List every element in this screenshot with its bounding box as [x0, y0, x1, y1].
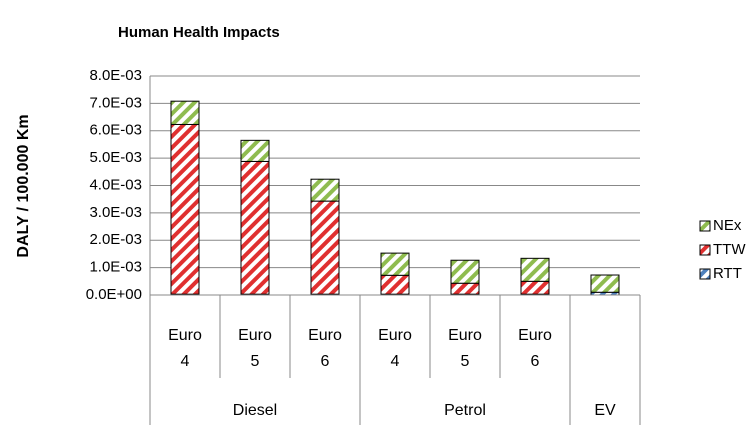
bar-segment: [520, 280, 550, 295]
y-tick-label: 7.0E-03: [89, 94, 142, 111]
x-tick-label: Euro 4: [168, 327, 202, 370]
bar-segment: [170, 123, 200, 295]
x-tick-label: Euro 6: [518, 327, 552, 370]
group-label: EV: [594, 402, 616, 419]
y-tick-label: 3.0E-03: [89, 204, 142, 221]
x-tick-label: Euro 5: [238, 327, 272, 370]
y-axis-title: DALY / 100.000 Km: [15, 114, 32, 257]
legend-swatch: [699, 220, 711, 232]
bar-segment: [170, 100, 200, 125]
legend-swatch: [699, 244, 711, 256]
x-tick-label: Euro 4: [378, 327, 412, 370]
y-tick-label: 0.0E+00: [86, 286, 142, 303]
bar-segment: [520, 257, 550, 282]
bar-segment: [380, 274, 410, 295]
legend-label: RTT: [713, 265, 742, 282]
y-tick-label: 8.0E-03: [89, 67, 142, 84]
group-label: Diesel: [233, 402, 277, 419]
group-label: Petrol: [444, 402, 486, 419]
y-tick-label: 4.0E-03: [89, 176, 142, 193]
bar-segment: [450, 282, 480, 295]
y-tick-label: 5.0E-03: [89, 149, 142, 166]
legend-label: NEx: [713, 217, 742, 234]
y-tick-label: 2.0E-03: [89, 231, 142, 248]
bar-segment: [310, 178, 340, 202]
y-tick-label: 1.0E-03: [89, 259, 142, 276]
bar-segment: [590, 274, 620, 293]
legend-label: TTW: [713, 241, 746, 258]
x-tick-label: Euro 6: [308, 327, 342, 370]
bar-segment: [240, 139, 270, 162]
x-tick-label: Euro 5: [448, 327, 482, 370]
legend-swatch: [699, 268, 711, 280]
bar-segment: [450, 259, 480, 284]
bar-segment: [240, 160, 270, 295]
bar-segment: [310, 200, 340, 295]
y-tick-label: 6.0E-03: [89, 122, 142, 139]
bar-segment: [380, 252, 410, 276]
chart-title: Human Health Impacts: [118, 24, 280, 41]
